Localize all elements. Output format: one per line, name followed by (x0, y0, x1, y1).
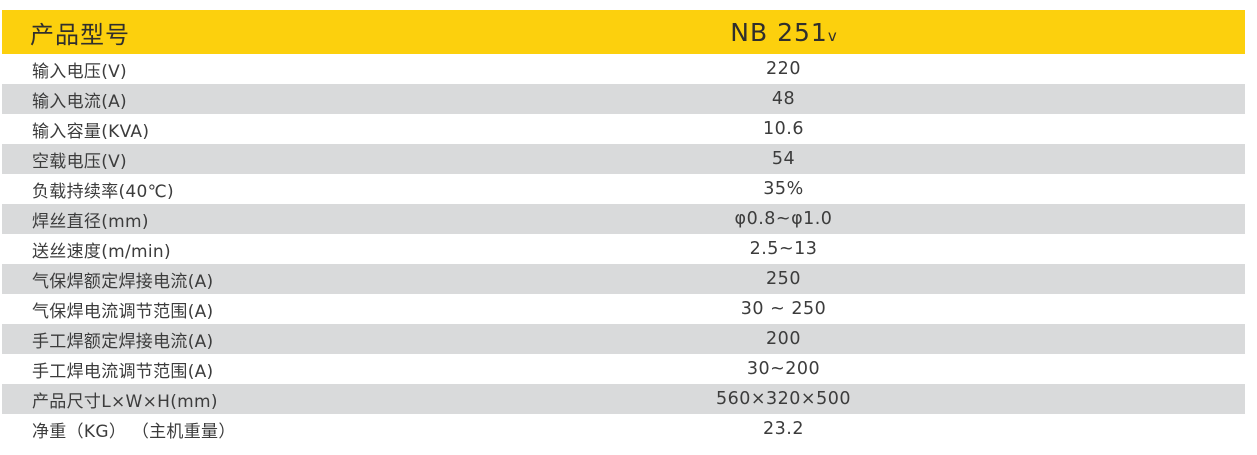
table-row-input-current: 输入电流(A) 48 (2, 84, 1245, 114)
spec-value: 35% (763, 179, 804, 199)
spec-label: 手工焊电流调节范围(A) (32, 361, 214, 382)
spec-value: 250 (766, 269, 801, 289)
spec-label: 手工焊额定焊接电流(A) (32, 331, 214, 352)
model-suffix: v (827, 26, 837, 45)
spec-label: 输入电流(A) (32, 91, 127, 112)
spec-label: 负载持续率(40℃) (32, 181, 174, 202)
spec-value: 48 (771, 89, 796, 109)
table-row-wire-diameter: 焊丝直径(mm) φ0.8~φ1.0 (2, 204, 1245, 234)
product-model-value: NB 251v (322, 18, 1245, 47)
table-row-mig-current-range: 气保焊电流调节范围(A) 30 ~ 250 (2, 294, 1245, 324)
spec-label: 净重（KG） （主机重量） (32, 421, 236, 442)
spec-label: 输入电压(V) (32, 61, 127, 82)
table-row-input-voltage: 输入电压(V) 220 (2, 54, 1245, 84)
spec-value: 2.5~13 (749, 239, 818, 259)
spec-value: 220 (766, 59, 801, 79)
table-row-wire-feed-speed: 送丝速度(m/min) 2.5~13 (2, 234, 1245, 264)
spec-value: 560×320×500 (715, 389, 852, 409)
spec-value: φ0.8~φ1.0 (734, 209, 833, 229)
table-row-no-load-voltage: 空载电压(V) 54 (2, 144, 1245, 174)
spec-value: 200 (766, 329, 801, 349)
table-row-mma-rated-current: 手工焊额定焊接电流(A) 200 (2, 324, 1245, 354)
spec-label: 空载电压(V) (32, 151, 127, 172)
spec-value: 10.6 (763, 119, 804, 139)
spec-value: 30~200 (746, 359, 821, 379)
table-row-product-dimensions: 产品尺寸L×W×H(mm) 560×320×500 (2, 384, 1245, 414)
spec-value: 30 ~ 250 (740, 299, 827, 319)
spec-label: 气保焊额定焊接电流(A) (32, 271, 214, 292)
spec-label: 输入容量(KVA) (32, 121, 150, 142)
table-row-net-weight: 净重（KG） （主机重量） 23.2 (2, 414, 1245, 444)
spec-label: 产品尺寸L×W×H(mm) (32, 391, 218, 412)
table-row-mma-current-range: 手工焊电流调节范围(A) 30~200 (2, 354, 1245, 384)
spec-value: 54 (771, 149, 796, 169)
model-number: NB 251 (730, 17, 828, 47)
table-header-row: 产品型号 NB 251v (2, 10, 1245, 54)
table-row-input-capacity: 输入容量(KVA) 10.6 (2, 114, 1245, 144)
spec-label: 气保焊电流调节范围(A) (32, 301, 214, 322)
spec-value: 23.2 (763, 419, 804, 439)
spec-rows: 输入电压(V) 220 输入电流(A) 48 输入容量(KVA) 10.6 空载… (2, 54, 1245, 444)
table-row-mig-rated-current: 气保焊额定焊接电流(A) 250 (2, 264, 1245, 294)
product-spec-table: 产品型号 NB 251v 输入电压(V) 220 输入电流(A) 48 输入容量… (2, 10, 1245, 444)
spec-label: 焊丝直径(mm) (32, 211, 149, 232)
product-model-header-label: 产品型号 (30, 20, 130, 49)
spec-label: 送丝速度(m/min) (32, 241, 171, 262)
table-row-duty-cycle: 负载持续率(40℃) 35% (2, 174, 1245, 204)
